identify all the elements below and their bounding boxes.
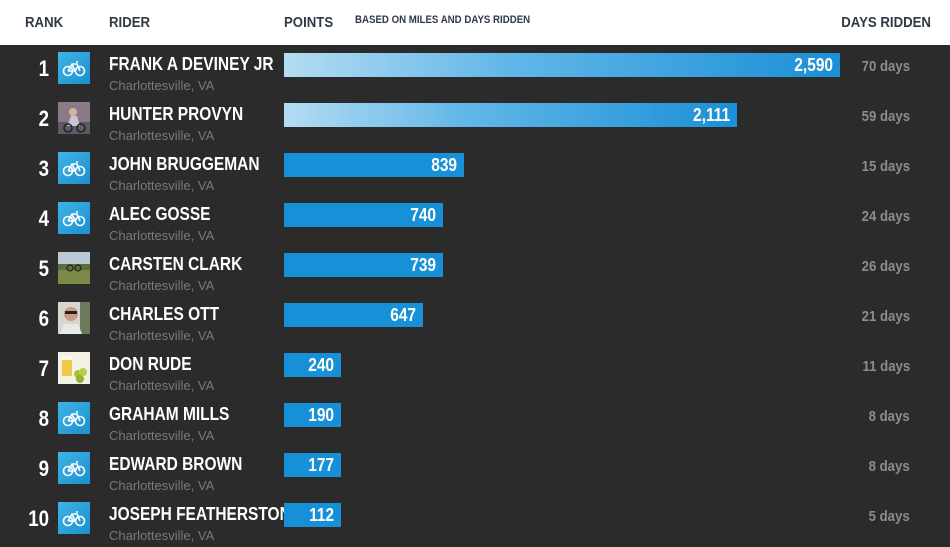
points-value: 839 <box>431 155 457 175</box>
days-ridden: 59 days <box>861 108 910 125</box>
rank-number: 5 <box>38 256 49 281</box>
rider-name[interactable]: HUNTER PROVYN <box>109 104 244 124</box>
days-ridden: 21 days <box>861 308 910 325</box>
points-value: 647 <box>390 305 416 325</box>
bike-icon[interactable] <box>58 402 90 434</box>
leaderboard-row[interactable]: 10 JOSEPH FEATHERSTON Charlottesville, VA 1… <box>0 495 950 545</box>
rider-location: Charlottesville, VA <box>109 328 215 343</box>
rider-name[interactable]: CHARLES OTT <box>109 304 220 324</box>
avatar[interactable] <box>58 252 90 284</box>
points-column-header: POINTS <box>284 14 334 31</box>
leaderboard-header: RANK RIDER POINTS BASED ON MILES AND DAY… <box>0 0 950 45</box>
leaderboard-row[interactable]: 3 JOHN BRUGGEMAN Charlottesville, VA 839 15 … <box>0 145 950 195</box>
rank-number: 10 <box>28 506 49 531</box>
points-bar: 2,111 <box>284 103 737 127</box>
avatar[interactable] <box>58 102 90 134</box>
days-ridden: 26 days <box>861 258 910 275</box>
points-bar: 839 <box>284 153 464 177</box>
bike-icon[interactable] <box>58 452 90 484</box>
bike-icon[interactable] <box>58 502 90 534</box>
leaderboard-row[interactable]: 4 ALEC GOSSE Charlottesville, VA 740 24 days <box>0 195 950 245</box>
points-bar: 740 <box>284 203 443 227</box>
rank-number: 7 <box>38 356 49 381</box>
days-ridden: 5 days <box>868 508 910 525</box>
rank-number: 8 <box>38 406 49 431</box>
rider-name[interactable]: JOSEPH FEATHERSTON <box>109 504 291 524</box>
rank-number: 6 <box>38 306 49 331</box>
points-bar: 2,590 <box>284 53 840 77</box>
points-bar: 739 <box>284 253 443 277</box>
points-value: 739 <box>410 255 436 275</box>
rank-number: 4 <box>38 206 49 231</box>
bike-icon[interactable] <box>58 202 90 234</box>
leaderboard-row[interactable]: 8 GRAHAM MILLS Charlottesville, VA 190 8 day… <box>0 395 950 445</box>
leaderboard-row[interactable]: 2 HUNTER PROVYN Charlottesville, VA 2,111 59… <box>0 95 950 145</box>
points-note: BASED ON MILES AND DAYS RIDDEN <box>355 14 531 26</box>
points-value: 112 <box>309 505 334 525</box>
rank-number: 1 <box>38 56 49 81</box>
points-bar: 177 <box>284 453 341 477</box>
rider-location: Charlottesville, VA <box>109 278 215 293</box>
days-ridden: 15 days <box>861 158 910 175</box>
points-value: 177 <box>308 455 334 475</box>
rank-column-header: RANK <box>25 14 64 31</box>
rider-location: Charlottesville, VA <box>109 128 215 143</box>
days-ridden: 8 days <box>868 458 910 475</box>
rider-location: Charlottesville, VA <box>109 478 215 493</box>
bike-icon[interactable] <box>58 52 90 84</box>
rider-name[interactable]: JOHN BRUGGEMAN <box>109 154 260 174</box>
points-value: 740 <box>410 205 436 225</box>
points-bar: 112 <box>284 503 341 527</box>
rider-name[interactable]: ALEC GOSSE <box>109 204 211 224</box>
rider-name[interactable]: FRANK A DEVINEY JR <box>109 54 274 74</box>
rank-number: 2 <box>38 106 49 131</box>
leaderboard-row[interactable]: 6 CHARLES OTT Charlottesville, VA 647 21 day… <box>0 295 950 345</box>
days-ridden: 11 days <box>862 358 910 375</box>
rider-location: Charlottesville, VA <box>109 228 215 243</box>
points-value: 240 <box>308 355 334 375</box>
leaderboard-row[interactable]: 1 FRANK A DEVINEY JR Charlottesville, VA 2,… <box>0 45 950 95</box>
rider-column-header: RIDER <box>109 14 151 31</box>
points-bar: 190 <box>284 403 341 427</box>
days-column-header: DAYS RIDDEN <box>841 14 931 31</box>
points-value: 2,590 <box>794 55 833 75</box>
points-value: 2,111 <box>692 105 730 125</box>
bike-icon[interactable] <box>58 152 90 184</box>
leaderboard-row[interactable]: 5 CARSTEN CLARK Charlottesville, VA 739 26 d… <box>0 245 950 295</box>
rider-location: Charlottesville, VA <box>109 178 215 193</box>
rider-name[interactable]: CARSTEN CLARK <box>109 254 243 274</box>
leaderboard-row[interactable]: 9 EDWARD BROWN Charlottesville, VA 177 8 day… <box>0 445 950 495</box>
rider-name[interactable]: EDWARD BROWN <box>109 454 243 474</box>
days-ridden: 24 days <box>861 208 910 225</box>
days-ridden: 70 days <box>861 58 910 75</box>
avatar[interactable] <box>58 352 90 384</box>
points-bar: 647 <box>284 303 423 327</box>
rank-number: 3 <box>38 156 49 181</box>
rank-number: 9 <box>38 456 49 481</box>
rider-name[interactable]: GRAHAM MILLS <box>109 404 230 424</box>
avatar[interactable] <box>58 302 90 334</box>
days-ridden: 8 days <box>868 408 910 425</box>
points-bar: 240 <box>284 353 341 377</box>
rider-location: Charlottesville, VA <box>109 528 215 543</box>
points-value: 190 <box>308 405 334 425</box>
rider-name[interactable]: DON RUDE <box>109 354 192 374</box>
rider-location: Charlottesville, VA <box>109 428 215 443</box>
rider-location: Charlottesville, VA <box>109 78 215 93</box>
leaderboard-row[interactable]: 7 DON RUDE Charlottesville, VA 240 11 days <box>0 345 950 395</box>
rider-location: Charlottesville, VA <box>109 378 215 393</box>
leaderboard-list: 1 FRANK A DEVINEY JR Charlottesville, VA 2,… <box>0 45 950 547</box>
